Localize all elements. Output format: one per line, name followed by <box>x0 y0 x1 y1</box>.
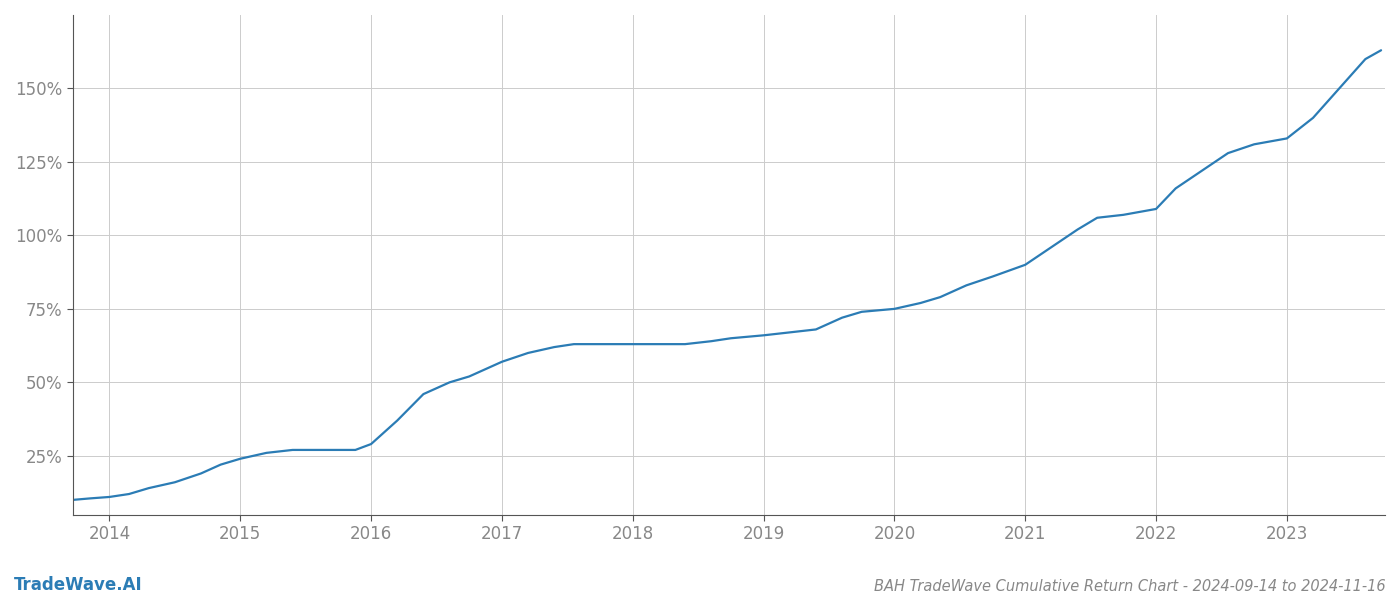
Text: TradeWave.AI: TradeWave.AI <box>14 576 143 594</box>
Text: BAH TradeWave Cumulative Return Chart - 2024-09-14 to 2024-11-16: BAH TradeWave Cumulative Return Chart - … <box>875 579 1386 594</box>
